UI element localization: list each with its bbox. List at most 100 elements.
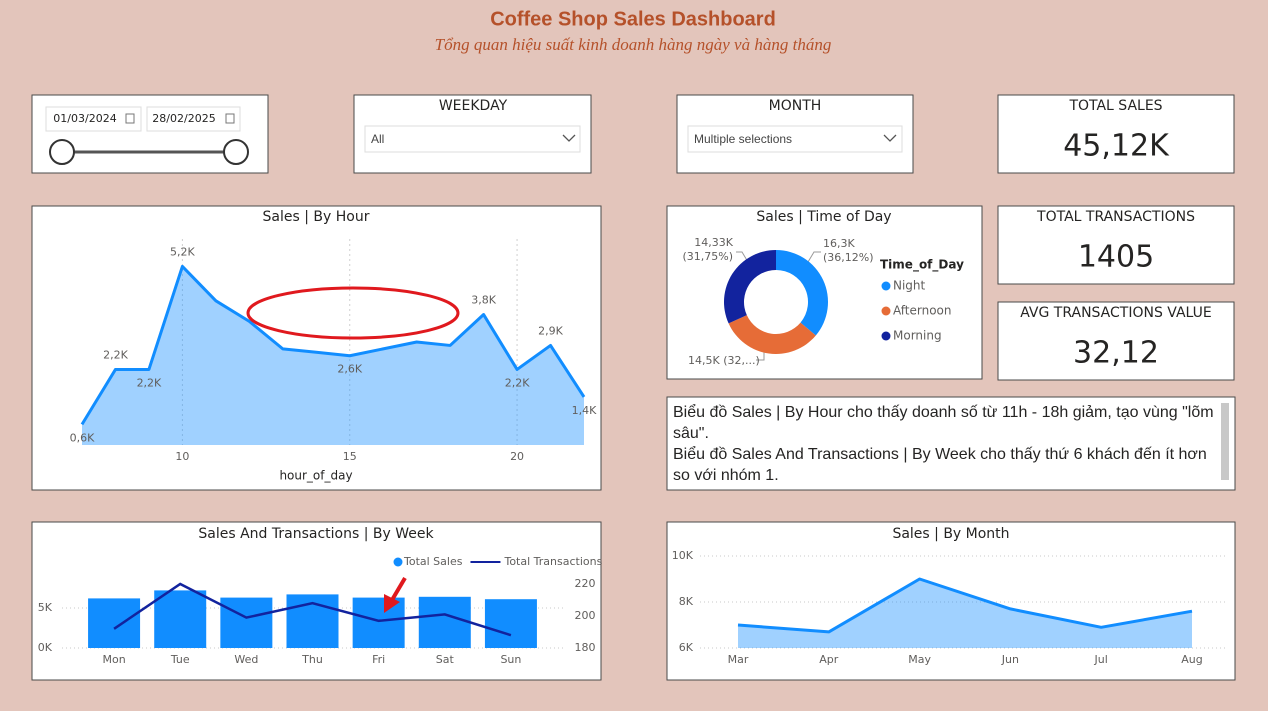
bar — [418, 596, 471, 648]
card-value: 45,12K — [1063, 129, 1170, 164]
y2-tick-label: 180 — [575, 641, 596, 654]
calendar-icon[interactable] — [125, 113, 135, 124]
leader-line — [807, 251, 821, 263]
bar — [352, 597, 405, 648]
dashboard-title: Coffee Shop Sales Dashboard — [490, 8, 776, 30]
slider-handle[interactable] — [49, 139, 75, 165]
date-start-box[interactable] — [45, 106, 142, 132]
legend-label: Total Sales — [403, 555, 463, 568]
legend-title: Time_of_Day — [880, 258, 964, 273]
data-label: 2,6K — [337, 363, 362, 376]
x-tick-label: Apr — [819, 653, 839, 666]
x-tick-label: Jun — [1001, 653, 1019, 666]
note-text: Biểu đồ Sales | By Hour cho thấy doanh s… — [673, 402, 1215, 486]
legend-label: Total Transactions — [503, 555, 602, 568]
data-label: 3,8K — [471, 294, 496, 307]
x-tick-label: Sat — [436, 653, 455, 666]
card-value: 1405 — [1078, 240, 1154, 275]
donut-slice — [723, 250, 776, 324]
area-line — [80, 264, 586, 426]
note-panel — [666, 396, 1236, 491]
data-label: 2,2K — [505, 376, 530, 389]
note-line: Biểu đồ Sales | By Hour cho thấy doanh s… — [673, 404, 1214, 442]
legend-marker — [881, 331, 891, 341]
card-title: TOTAL SALES — [1068, 98, 1162, 114]
line — [113, 582, 512, 637]
legend-label: Morning — [893, 329, 942, 343]
slicer-title: MONTH — [769, 98, 822, 114]
x-tick-label: Mar — [728, 653, 749, 666]
legend-marker — [881, 281, 891, 291]
chart-title: Sales And Transactions | By Week — [198, 526, 434, 542]
y2-tick-label: 200 — [575, 609, 596, 622]
chart-title: Sales | Time of Day — [756, 209, 891, 225]
data-label: 5,2K — [170, 245, 195, 258]
x-tick-label: 15 — [343, 450, 357, 463]
data-label: 14,33K (31,75%) — [682, 236, 733, 263]
legend-marker — [881, 306, 891, 316]
slicer-title: WEEKDAY — [439, 98, 508, 114]
legend-label: Night — [893, 279, 926, 293]
bar — [154, 590, 207, 648]
x-tick-label: Jul — [1094, 653, 1108, 666]
x-tick-label: Mon — [102, 653, 125, 666]
date-end-box[interactable] — [146, 106, 241, 132]
x-tick-label: Wed — [234, 653, 258, 666]
dropdown[interactable] — [687, 125, 903, 153]
bar — [88, 598, 141, 648]
x-tick-label: Aug — [1181, 653, 1202, 666]
x-tick-label: May — [908, 653, 931, 666]
area-fill — [738, 579, 1192, 648]
calendar-icon[interactable] — [225, 113, 235, 124]
chevron[interactable] — [883, 134, 897, 142]
chart-panel — [31, 205, 602, 491]
card-value: 32,12 — [1073, 336, 1159, 371]
bar — [484, 599, 537, 648]
x-tick-label: 20 — [510, 450, 524, 463]
x-tick-label: Fri — [372, 653, 385, 666]
data-label: 2,2K — [137, 376, 162, 389]
y-tick-label: 0K — [38, 641, 53, 654]
date-start: 01/03/2024 — [53, 112, 116, 125]
chevron[interactable] — [562, 134, 576, 142]
y-tick-label: 10K — [672, 549, 694, 562]
x-tick-label: Sun — [500, 653, 521, 666]
dashboard-subtitle: Tổng quan hiệu suất kinh doanh hàng ngày… — [435, 35, 832, 54]
chart-title: Sales | By Hour — [263, 209, 370, 225]
y-tick-label: 6K — [679, 641, 694, 654]
data-label: 1,4K — [572, 404, 597, 417]
legend-marker — [393, 557, 403, 567]
y2-tick-label: 220 — [575, 577, 596, 590]
x-tick-label: Tue — [170, 653, 190, 666]
area-line — [737, 577, 1193, 634]
scrollbar[interactable] — [1221, 403, 1229, 480]
chart-panel — [666, 521, 1236, 681]
card-title: TOTAL TRANSACTIONS — [1036, 209, 1195, 225]
chart-title: Sales | By Month — [892, 526, 1009, 542]
card — [997, 94, 1235, 174]
data-label: 2,9K — [538, 324, 563, 337]
leader-line — [756, 350, 765, 361]
card — [997, 301, 1235, 381]
bar — [220, 597, 273, 648]
area-fill — [82, 266, 584, 445]
slider-handle[interactable] — [223, 139, 249, 165]
x-axis-label: hour_of_day — [279, 469, 352, 483]
data-label: 14,5K (32,...) — [688, 354, 760, 367]
note-line: Biểu đồ Sales And Transactions | By Week… — [673, 446, 1207, 484]
card — [997, 205, 1235, 285]
leader-line — [736, 251, 749, 263]
data-label: 2,2K — [103, 348, 128, 361]
data-label: 0,6K — [70, 431, 95, 444]
y-tick-label: 8K — [679, 595, 694, 608]
card-title: AVG TRANSACTIONS VALUE — [1020, 305, 1212, 321]
donut-slice — [728, 315, 816, 354]
dropdown[interactable] — [364, 125, 581, 153]
x-tick-label: 10 — [175, 450, 189, 463]
donut-slice — [776, 250, 829, 336]
y-tick-label: 5K — [38, 601, 53, 614]
legend-label: Afternoon — [893, 304, 952, 318]
data-label: 16,3K (36,12%) — [823, 237, 874, 264]
